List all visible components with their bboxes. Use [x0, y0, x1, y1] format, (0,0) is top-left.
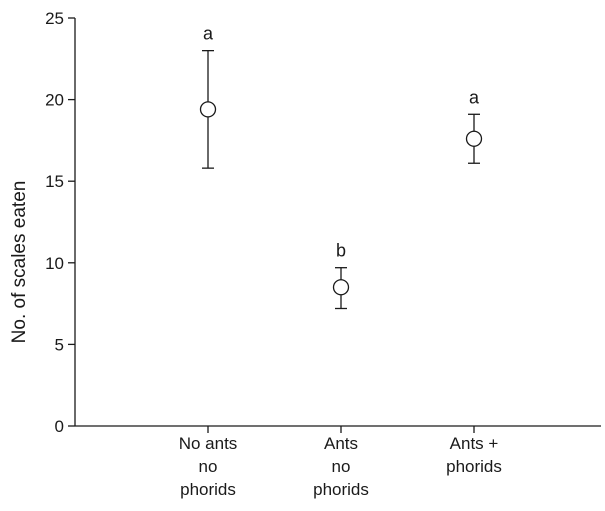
data-point: [465, 130, 483, 147]
x-category-label: phorids: [446, 457, 502, 476]
data-point: [332, 279, 350, 296]
data-marks: a b a: [199, 24, 483, 310]
y-tick-label: 25: [45, 9, 64, 28]
data-point: [199, 101, 217, 118]
x-category-label: phorids: [180, 480, 236, 499]
y-tick-label: 10: [45, 254, 64, 273]
x-category-label: No ants: [179, 434, 238, 453]
y-tick-label: 0: [55, 417, 64, 436]
y-tick-label: 20: [45, 91, 64, 110]
significance-letter: b: [336, 241, 346, 261]
y-tick-label: 5: [55, 335, 64, 354]
y-axis-ticks: 0 5 10 15 20 25: [45, 9, 75, 436]
significance-letter: a: [203, 24, 214, 44]
axes: [74, 18, 601, 427]
x-category-label: Ants: [324, 434, 358, 453]
x-category-label: no: [332, 457, 351, 476]
x-category-label: phorids: [313, 480, 369, 499]
x-category-label: Ants +: [450, 434, 499, 453]
x-axis-categories: No ants no phorids Ants no phorids Ants + phori…: [179, 426, 502, 499]
y-axis-title: No. of scales eaten: [9, 181, 30, 344]
y-tick-label: 15: [45, 172, 64, 191]
x-category-label: no: [199, 457, 218, 476]
significance-letter: a: [469, 87, 480, 107]
